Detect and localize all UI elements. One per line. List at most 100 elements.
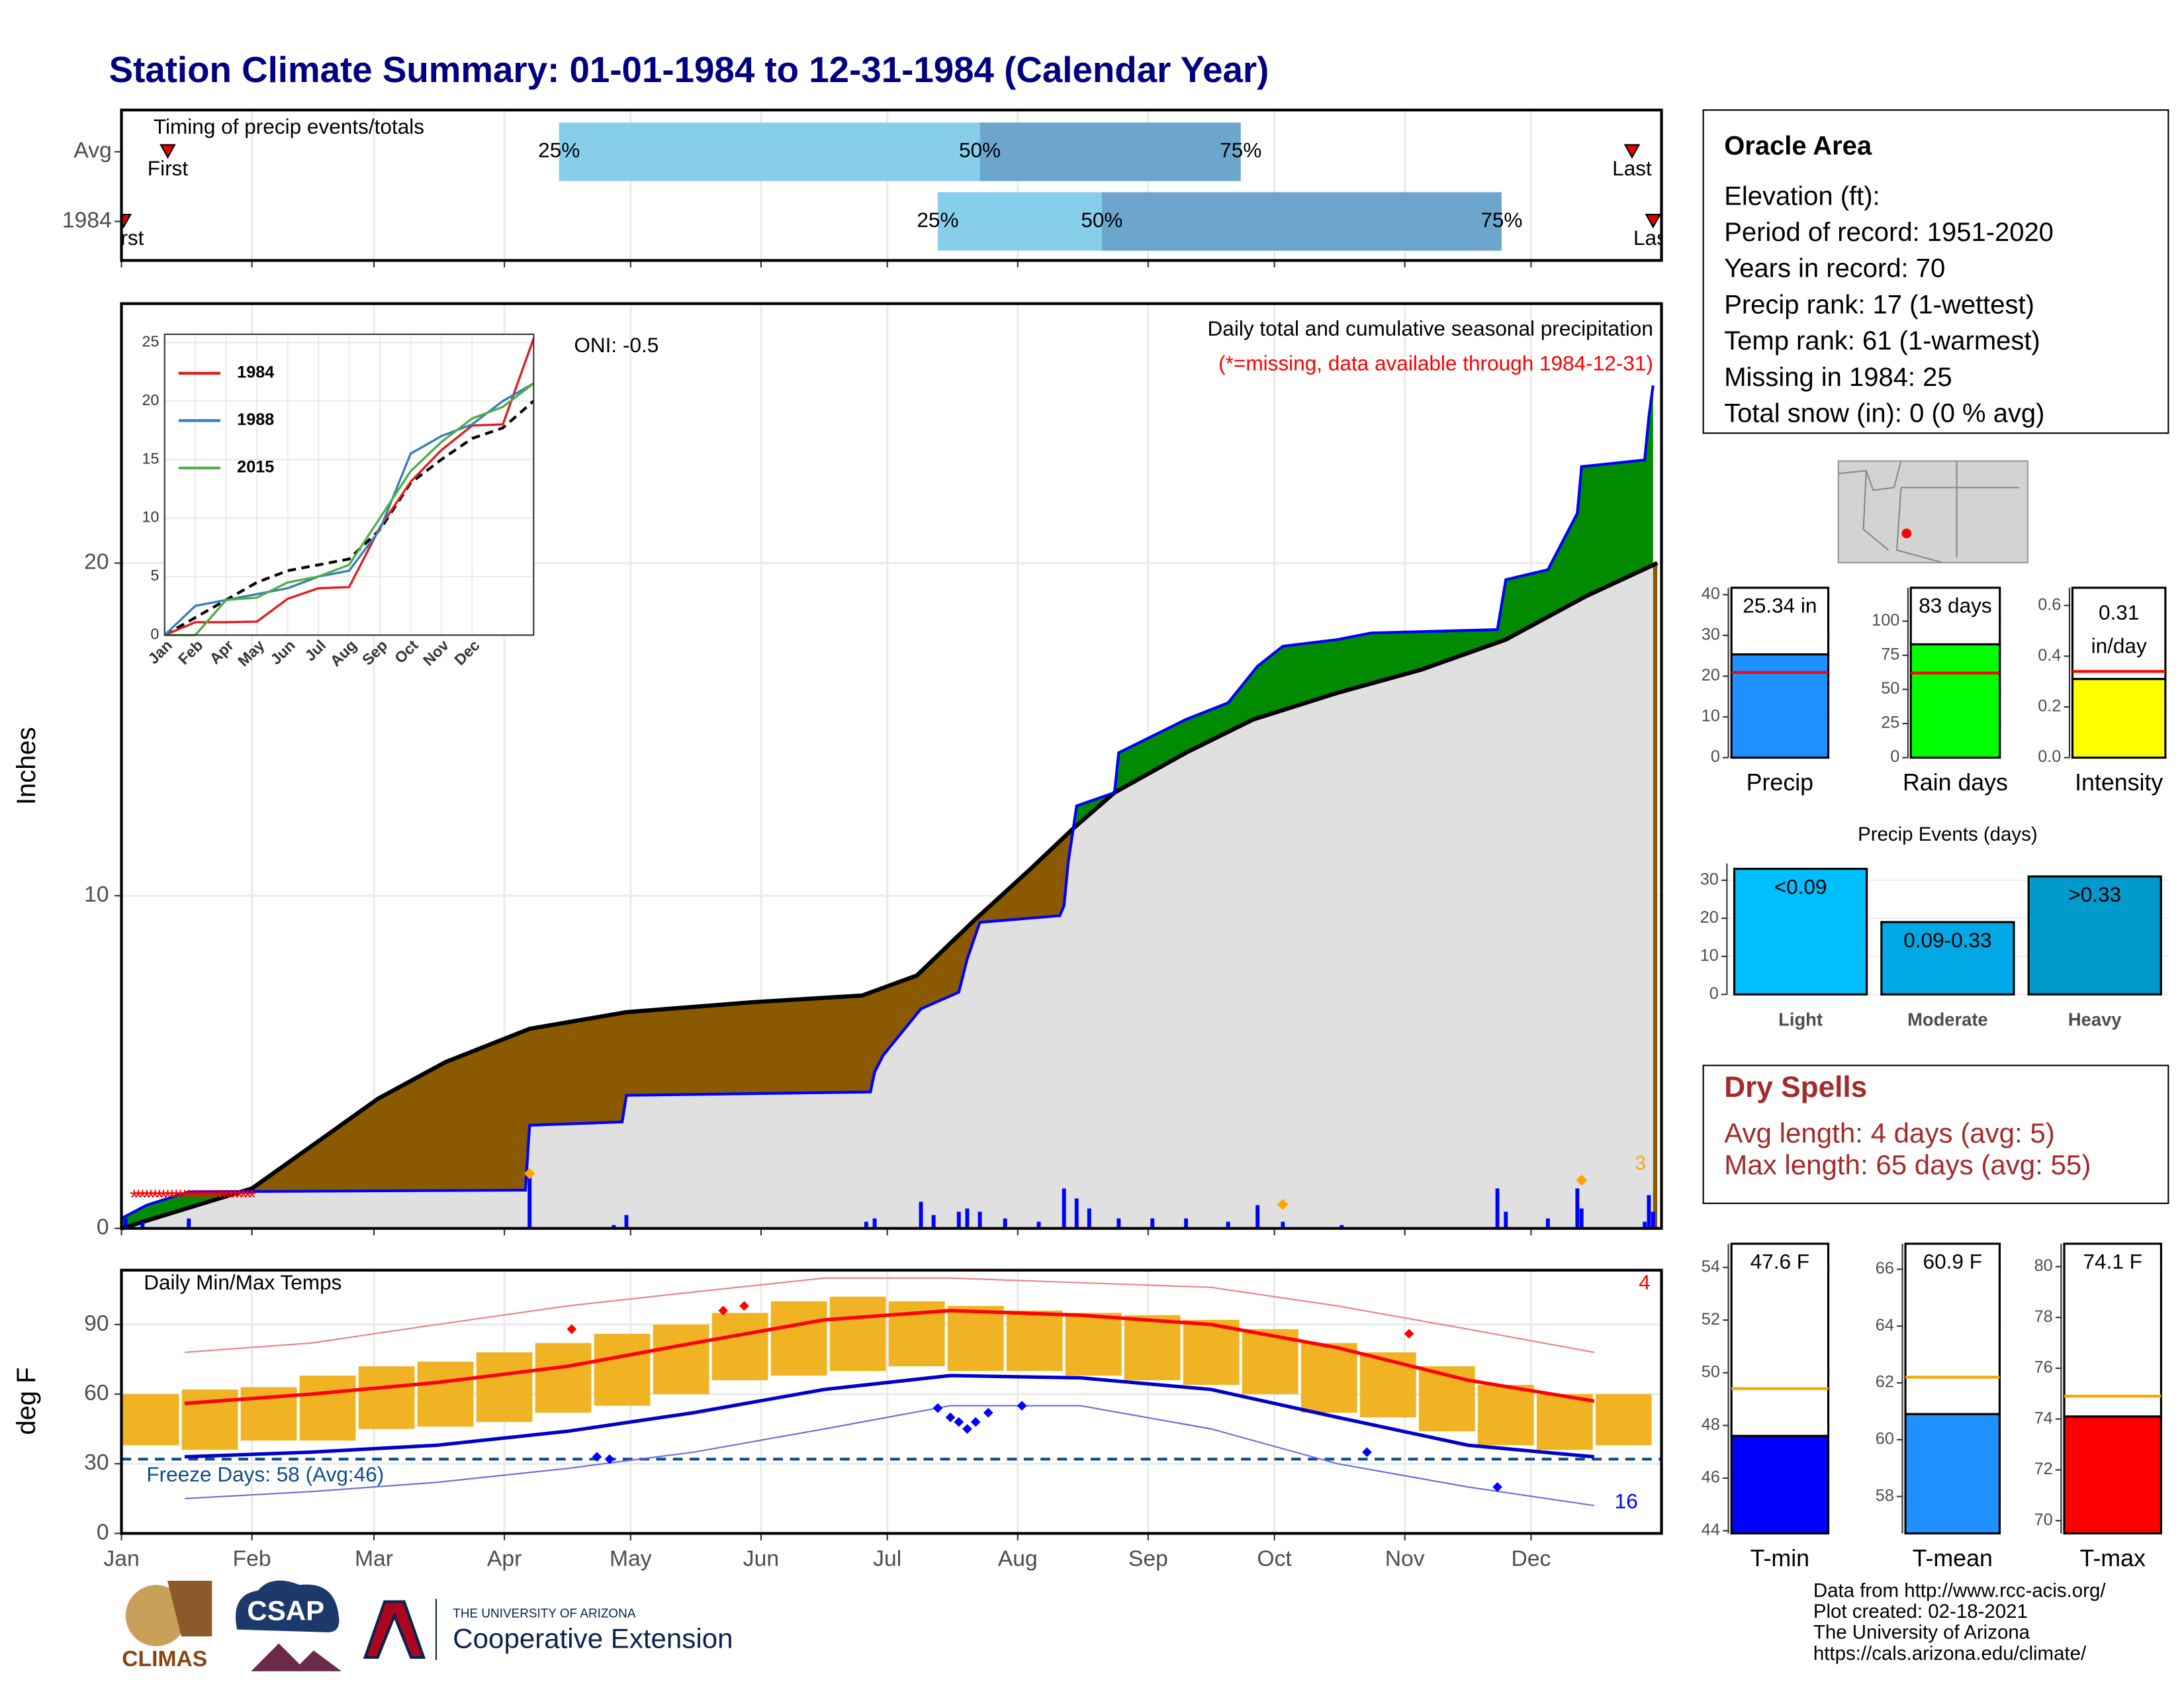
footer-line: Data from http://www.rcc-acis.org/ — [1813, 1580, 2106, 1602]
daily-precip-bar — [1579, 1208, 1584, 1229]
daily-precip-bar — [919, 1201, 923, 1229]
annotation: Daily total and cumulative seasonal prec… — [1208, 316, 1653, 340]
temp-range-bar — [476, 1352, 533, 1423]
record-marker — [1492, 1481, 1502, 1492]
bar — [1733, 867, 1868, 996]
value-label: 25.34 in — [1743, 594, 1817, 618]
value-box — [1909, 586, 2001, 646]
bar — [2027, 875, 2162, 996]
daily-precip-bar — [864, 1221, 868, 1229]
daily-precip-bar — [1074, 1198, 1079, 1229]
logo-text: CSAP — [247, 1595, 324, 1626]
y-tick-label: 54 — [1702, 1257, 1720, 1276]
missing-marker: * — [218, 1186, 227, 1211]
x-tick-label: Oct — [1257, 1546, 1292, 1571]
unit-label: in/day — [2091, 634, 2147, 658]
y-tick-label: 0 — [150, 626, 159, 643]
dry-spell-line: Avg length: 4 days (avg: 5) — [1724, 1117, 2055, 1149]
temp-range-bar — [711, 1313, 768, 1381]
record-marker — [592, 1452, 602, 1462]
temp-range-bar — [535, 1342, 592, 1413]
missing-marker: * — [206, 1186, 214, 1211]
y-tick-label: 48 — [1702, 1415, 1720, 1434]
y-tick-label: 50 — [1702, 1362, 1720, 1381]
bar — [1730, 1434, 1830, 1535]
missing-marker: * — [231, 1186, 240, 1211]
y-tick-label: 20 — [1702, 666, 1720, 684]
bar — [1880, 921, 2015, 996]
missing-marker: * — [201, 1186, 210, 1211]
missing-marker: * — [226, 1186, 235, 1211]
x-tick-label: May — [610, 1546, 652, 1571]
temp-line — [184, 1309, 1595, 1405]
legend-label: 1988 — [237, 410, 274, 429]
y-tick-label: 0 — [1890, 747, 1899, 766]
timing-marker-label: First — [148, 156, 189, 180]
category-label: Light — [1778, 1009, 1823, 1029]
y-tick-label: 78 — [2034, 1307, 2053, 1326]
missing-marker: * — [176, 1186, 185, 1211]
timing-bar — [559, 122, 980, 181]
category-label: Precip — [1747, 769, 1813, 796]
y-tick-label: 5 — [150, 567, 159, 584]
map-borders — [1838, 461, 2020, 564]
obs-line — [120, 385, 1655, 1220]
station-name: Oracle Area — [1724, 132, 1872, 161]
daily-precip-bar — [612, 1225, 616, 1229]
bar — [1904, 1413, 2001, 1535]
record-marker — [983, 1407, 993, 1418]
missing-marker: * — [189, 1186, 197, 1211]
csap-mountains — [251, 1643, 341, 1671]
info-line: Total snow (in): 0 (0 % avg) — [1724, 399, 2044, 428]
missing-marker: * — [210, 1186, 218, 1211]
info-line: Period of record: 1951-2020 — [1724, 218, 2054, 247]
missing-marker: * — [235, 1186, 244, 1211]
logo-text: CLIMAS — [122, 1647, 207, 1671]
timing-plot: 25% 50% 75% First Last 25% 50% 75% First Last — [121, 122, 1673, 251]
temp-range-bar — [1006, 1310, 1063, 1371]
timing-marker-label: Last — [1633, 226, 1673, 250]
y-tick-label: 74 — [2034, 1409, 2053, 1427]
daily-precip-bar — [978, 1211, 982, 1229]
base-area — [121, 563, 1653, 1229]
timing-marker-label: Last — [1612, 156, 1652, 180]
row-label: Avg — [73, 138, 111, 163]
value-label: 74.1 F — [2083, 1250, 2142, 1274]
daily-precip-bar — [1651, 1211, 1655, 1229]
y-tick-label: 20 — [142, 391, 159, 408]
temp-line — [184, 1277, 1594, 1353]
category-label: T-mean — [1913, 1545, 1993, 1571]
timing-bar — [1101, 192, 1502, 251]
temp-range-bar — [122, 1394, 179, 1446]
daily-precip-bar — [1545, 1218, 1550, 1229]
info-line: Temp rank: 61 (1-warmest) — [1724, 326, 2040, 355]
panel-frame — [120, 1268, 1663, 1535]
missing-marker: * — [130, 1186, 138, 1211]
y-tick-label: 15 — [142, 449, 159, 467]
value-label: <0.09 — [1774, 874, 1827, 898]
y-tick-label: 0 — [97, 1520, 109, 1544]
bar — [1909, 643, 2001, 759]
temp-range-bar — [299, 1376, 356, 1441]
daily-precip-bar — [931, 1215, 936, 1229]
missing-marker: * — [167, 1186, 176, 1211]
x-tick-label: Apr — [487, 1546, 522, 1571]
y-tick-label: 52 — [1702, 1310, 1720, 1329]
temp-range-bar — [358, 1366, 415, 1429]
temp-range-bar — [1124, 1315, 1181, 1381]
y-tick-label: 64 — [1876, 1316, 1894, 1335]
bar — [2071, 678, 2167, 759]
y-tick-label: 0 — [97, 1215, 109, 1240]
legend-label: 1984 — [237, 363, 274, 382]
y-tick-label: 0 — [1711, 747, 1720, 766]
bar — [2063, 1415, 2162, 1535]
missing-marker: * — [138, 1186, 147, 1211]
timing-marker — [1623, 144, 1641, 159]
daily-precip-bar — [1150, 1218, 1155, 1229]
missing-marker: * — [239, 1186, 248, 1211]
record-marker — [954, 1417, 964, 1427]
temp-range-bar — [1359, 1352, 1416, 1418]
daily-precip-bar — [1226, 1221, 1230, 1229]
x-tick-label: Jul — [873, 1546, 901, 1571]
daily-precip-bar — [527, 1172, 532, 1229]
